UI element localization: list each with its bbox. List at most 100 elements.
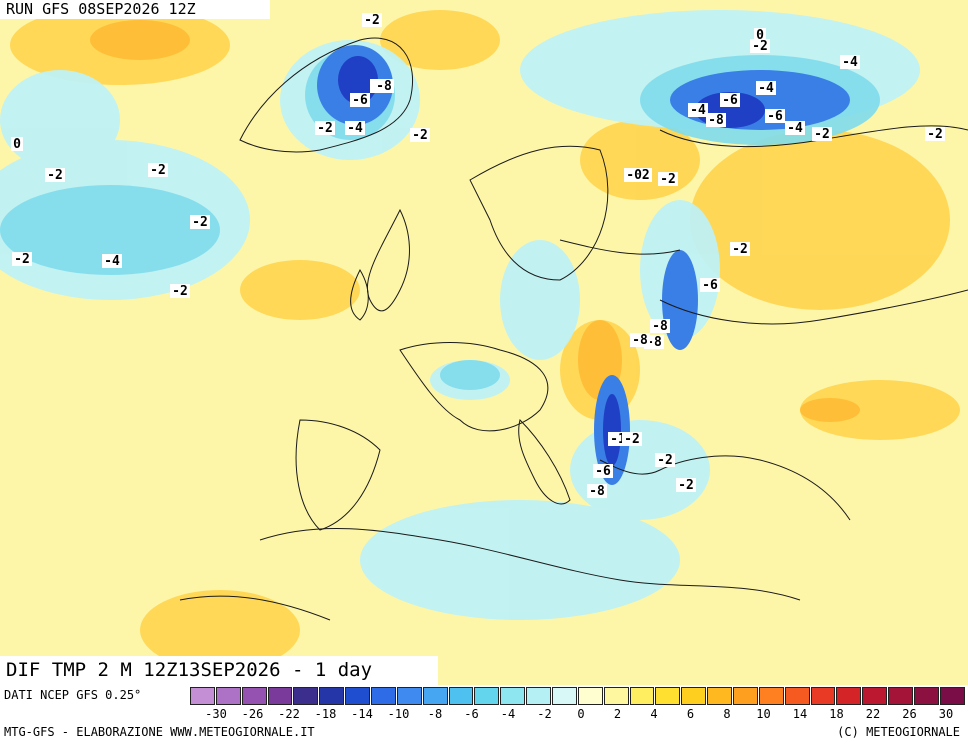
legend-swatch [888,687,914,705]
legend-swatch [552,687,577,705]
contour-label: -2 [192,215,208,230]
legend-swatch [267,687,293,705]
contour-label-bg [345,121,365,135]
legend-swatch [577,687,603,705]
legend-swatch [371,687,396,705]
legend-tick-label: 8 [723,707,731,721]
contour-label: 0 [756,28,764,43]
contour-label-bg [840,55,860,69]
legend-tick-label: 18 [829,707,844,721]
contour-label-bg [750,39,770,53]
contour-labels: 0-2-2-4-6-8-6-4-2-2-4-6-4-8-6-4-2-2-2-8-… [11,13,945,499]
legend-swatch [319,687,345,705]
legend-swatch [758,687,784,705]
contour-label: -8 [708,113,724,128]
legend-tick-label: -30 [205,707,227,721]
legend-tick-label: -2 [537,707,552,721]
contour-label-bg [785,121,805,135]
legend-tick-label: -18 [314,707,337,721]
legend-swatch [293,687,319,705]
contour-label: -4 [347,121,363,136]
temperature-difference-map: 0-2-2-4-6-8-6-4-2-2-4-6-4-8-6-4-2-2-2-8-… [0,0,968,685]
legend-swatch [681,687,707,705]
legend-tick-label: 0 [577,707,585,721]
legend-tick-label: -8 [427,707,443,721]
legend-swatch [810,687,836,705]
contour-label: -2 [657,453,673,468]
contour-label: 0 [13,137,21,152]
legend-ticks: -30 -26 -22 -18 -14 -10 -8 -6 -4 -2 0 2 4 6 8 10 14 18 22 2… [190,707,966,723]
run-label: RUN GFS 08SEP2026 12Z [0,0,270,19]
contour-label: -6 [595,464,611,479]
color-legend [190,687,966,705]
contour-label-bg [350,93,370,107]
legend-tick-label: -6 [464,707,479,721]
legend-swatch [629,687,655,705]
map-canvas: 0-2-2-4-6-8-6-4-2-2-4-6-4-8-6-4-2-2-2-8-… [0,5,968,670]
contour-label-bg [630,333,650,347]
contour-label: -6 [722,93,738,108]
legend-tick-label: 26 [902,707,917,721]
contour-label-bg [812,127,832,141]
contour-label: -4 [690,103,706,118]
contour-label: -2 [364,13,380,28]
contour-label: -4 [787,121,803,136]
contour-label-bg [655,453,675,467]
contour-label: -2 [814,127,830,142]
legend-tick-label: -4 [500,707,516,721]
contour-label-bg [11,137,23,151]
contour-label-bg [754,28,766,42]
contour-label: -02 [626,168,649,183]
contour-label-bg [730,242,750,256]
contour-label: -4 [104,254,120,269]
legend-tick-label: -22 [278,707,300,721]
contour-label-bg [362,13,382,27]
contour-label: -2 [752,39,768,54]
contour-label: -6 [352,93,368,108]
contour-label-bg [720,93,740,107]
contour-label-bg [148,163,168,177]
contour-label-bg [650,319,670,333]
legend-swatch [707,687,733,705]
contour-label: -4 [758,81,774,96]
contour-label: -2 [317,121,333,136]
contour-label: -2 [624,432,640,447]
contour-label-bg [45,168,65,182]
legend-swatch [241,687,267,705]
product-label: DIF TMP 2 M 12Z13SEP2026 - 1 day [0,656,438,685]
contour-label: -6 [702,278,718,293]
contour-label: -8 [652,319,668,334]
legend-swatch [862,687,888,705]
contour-label-bg [374,79,394,93]
legend-swatch [500,687,526,705]
legend-swatch [422,687,448,705]
contour-label-bg [765,109,785,123]
contour-label: -8 [589,484,605,499]
legend-tick-label: 30 [938,707,954,721]
contour-label-bg [688,103,708,117]
legend-tick-label: 6 [686,707,695,721]
legend-swatch [474,687,500,705]
credits-right: (C) METEOGIORNALE [837,725,960,739]
contour-label: -2 [678,478,694,493]
contour-label-bg [700,278,720,292]
legend-swatch [836,687,862,705]
legend-swatch [784,687,810,705]
legend-tick-label: 14 [792,707,808,721]
legend-swatch [345,687,371,705]
legend-swatch [939,687,965,705]
contour-label-bg [622,432,642,446]
contour-label-bg [706,113,726,127]
contour-label: -2 [927,127,943,142]
legend-tick-label: -14 [351,707,373,721]
legend-swatch [914,687,939,705]
contour-label-bg [410,128,430,142]
legend-tick-label: -26 [241,707,264,721]
data-source-label: DATI NCEP GFS 0.25° [4,688,142,702]
legend-swatch [396,687,422,705]
contour-label: -4 [842,55,858,70]
contour-label-bg [658,172,678,186]
legend-swatch [190,687,215,705]
contour-label-bg [102,254,122,268]
footer: DATI NCEP GFS 0.25° -30 -26 -22 -18 -14 -10 -8… [0,685,968,745]
